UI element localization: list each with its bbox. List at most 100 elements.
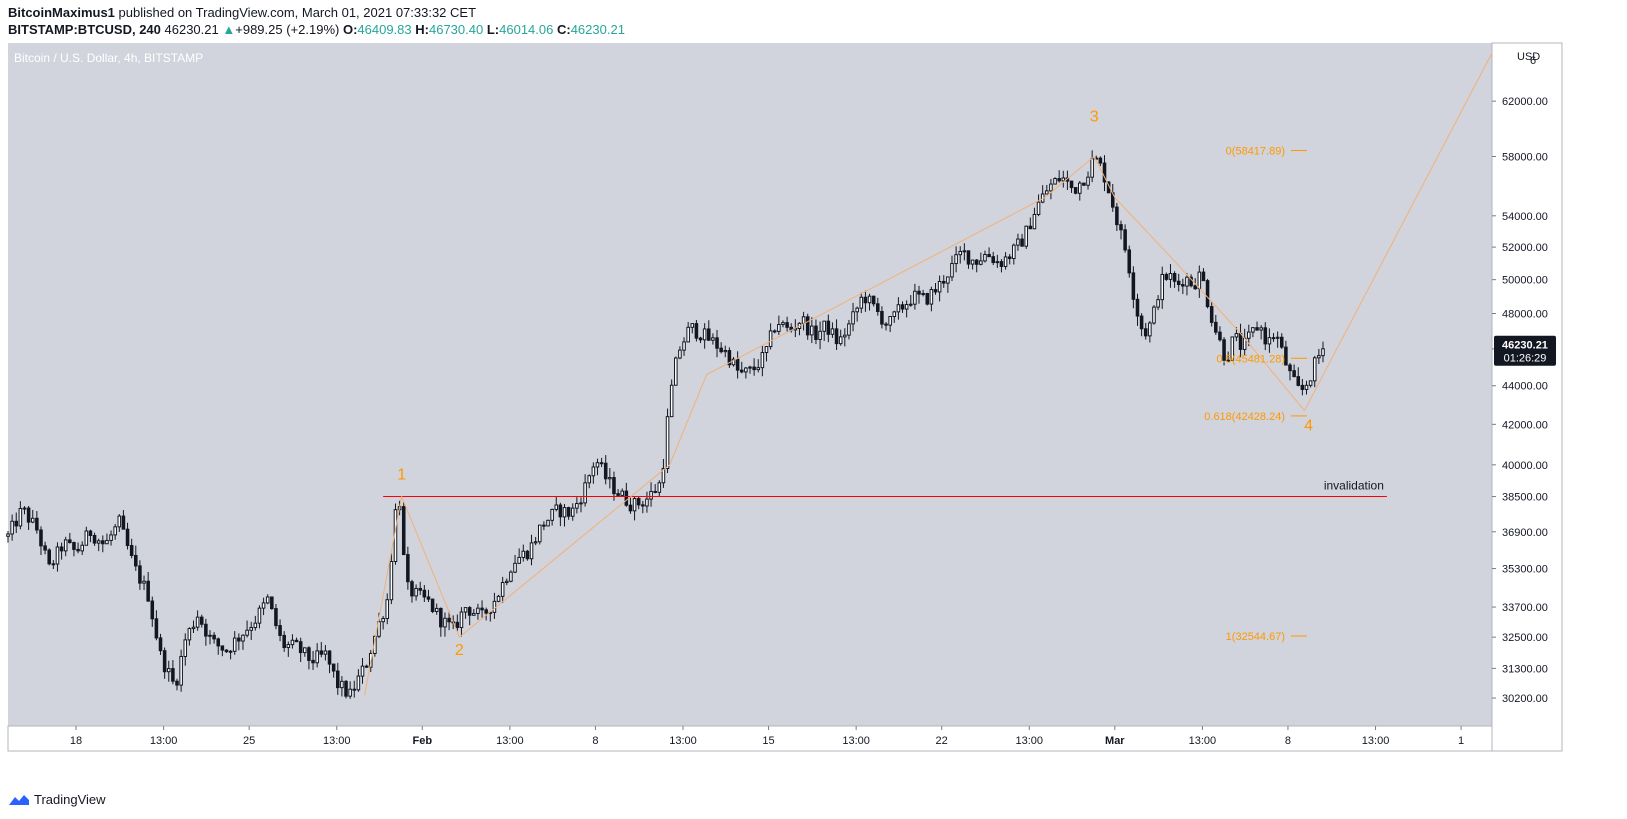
- candle-body: [1160, 273, 1165, 301]
- candle-body: [1168, 273, 1173, 280]
- y-tick-label: 35300.00: [1502, 564, 1548, 576]
- candle-body: [1321, 348, 1325, 357]
- y-tick-label: 58000.00: [1502, 151, 1548, 163]
- author-name[interactable]: BitcoinMaximus1: [8, 5, 115, 20]
- candle-body: [570, 507, 575, 517]
- candle-body: [735, 358, 740, 371]
- candle-body: [810, 325, 814, 336]
- candle-body: [439, 607, 443, 628]
- candle-body: [1308, 380, 1313, 386]
- currency-label: USD: [1517, 51, 1540, 63]
- candle-body: [1131, 272, 1136, 300]
- footer-brand[interactable]: TradingView: [8, 792, 106, 807]
- candle-body: [447, 617, 451, 623]
- candle-body: [1288, 364, 1292, 372]
- elliott-wave-path[interactable]: [364, 52, 1493, 696]
- time-axis[interactable]: [7, 725, 1493, 752]
- wave-label-4: 4: [1304, 417, 1313, 434]
- candle-body: [418, 587, 423, 591]
- candle-body: [702, 328, 707, 341]
- candle-body: [632, 498, 637, 512]
- candle-body: [142, 580, 146, 584]
- candle-body: [327, 650, 332, 665]
- candle-body: [760, 352, 765, 369]
- candle-body: [896, 304, 901, 313]
- candle-body: [678, 349, 682, 359]
- y-tick-label: 36900.00: [1502, 527, 1548, 539]
- candle-body: [785, 322, 789, 328]
- candle-body: [249, 627, 253, 631]
- candle-body: [979, 260, 983, 265]
- candles[interactable]: [6, 150, 1325, 699]
- candle-body: [925, 293, 930, 305]
- candle-body: [871, 295, 876, 305]
- candle-body: [294, 639, 299, 643]
- candle-body: [1086, 176, 1090, 186]
- publish-info: BitcoinMaximus1 published on TradingView…: [8, 5, 476, 20]
- footer-brand-label: TradingView: [34, 792, 106, 807]
- candle-body: [195, 616, 200, 628]
- candle-body: [323, 650, 328, 655]
- candle-body: [125, 528, 130, 547]
- candle-body: [434, 607, 439, 612]
- candle-body: [171, 668, 175, 682]
- ohlc-bar: BITSTAMP:BTCUSD, 240 46230.21 ▲+989.25 (…: [8, 22, 625, 37]
- last-price-tag: [1494, 335, 1556, 366]
- wave-label-3: 3: [1090, 108, 1099, 125]
- price-axis[interactable]: [1491, 42, 1563, 752]
- candle-body: [863, 296, 868, 304]
- plot-area[interactable]: [8, 43, 1492, 726]
- candle-body: [101, 540, 105, 545]
- tradingview-logo-icon: [9, 794, 29, 805]
- candle-body: [933, 289, 938, 293]
- candle-body: [1053, 178, 1057, 185]
- x-tick-label: 22: [936, 735, 948, 747]
- candle-body: [616, 493, 620, 496]
- high-label: H:: [415, 22, 429, 37]
- candle-body: [1090, 158, 1094, 178]
- candle-body: [35, 517, 39, 531]
- candle-body: [68, 539, 72, 544]
- candle-body: [1263, 327, 1268, 345]
- candle-body: [995, 261, 1000, 264]
- candle-body: [352, 688, 357, 691]
- x-tick-label: 13:00: [323, 735, 351, 747]
- published-text: published on TradingView.com, March 01, …: [118, 5, 477, 20]
- candle-body: [14, 520, 19, 527]
- candle-body: [641, 504, 645, 507]
- wave-label-1: 1: [397, 466, 406, 483]
- candle-body: [422, 589, 427, 598]
- candle-body: [245, 629, 249, 636]
- candle-body: [311, 659, 315, 664]
- candle-body: [364, 665, 369, 668]
- candle-body: [1156, 299, 1160, 308]
- x-tick-label: 8: [1285, 735, 1291, 747]
- candle-body: [377, 621, 381, 637]
- candle-body: [867, 295, 872, 304]
- candle-body: [612, 477, 616, 495]
- fib-level-label: 0.618(42428.24): [1204, 411, 1285, 423]
- candle-body: [937, 280, 942, 293]
- candle-body: [1024, 225, 1028, 247]
- candle-body: [496, 595, 501, 602]
- y-tick-label: 6: [1530, 55, 1536, 67]
- candle-body: [455, 621, 460, 629]
- candle-body: [340, 680, 344, 689]
- candle-body: [6, 533, 10, 537]
- low-label: L:: [486, 22, 500, 37]
- close-label: C:: [556, 22, 571, 37]
- candle-body: [1115, 206, 1119, 226]
- candle-body: [261, 602, 266, 609]
- candle-body: [1209, 306, 1214, 323]
- y-tick-label: 44000.00: [1502, 381, 1548, 393]
- candle-body: [59, 546, 64, 552]
- candle-body: [282, 634, 286, 649]
- candle-body: [199, 616, 204, 625]
- candle-body: [537, 524, 542, 543]
- candle-body: [241, 634, 245, 642]
- candle-body: [1069, 180, 1074, 189]
- x-tick-label: 25: [243, 735, 255, 747]
- candle-body: [950, 263, 954, 278]
- candle-body: [1032, 213, 1037, 230]
